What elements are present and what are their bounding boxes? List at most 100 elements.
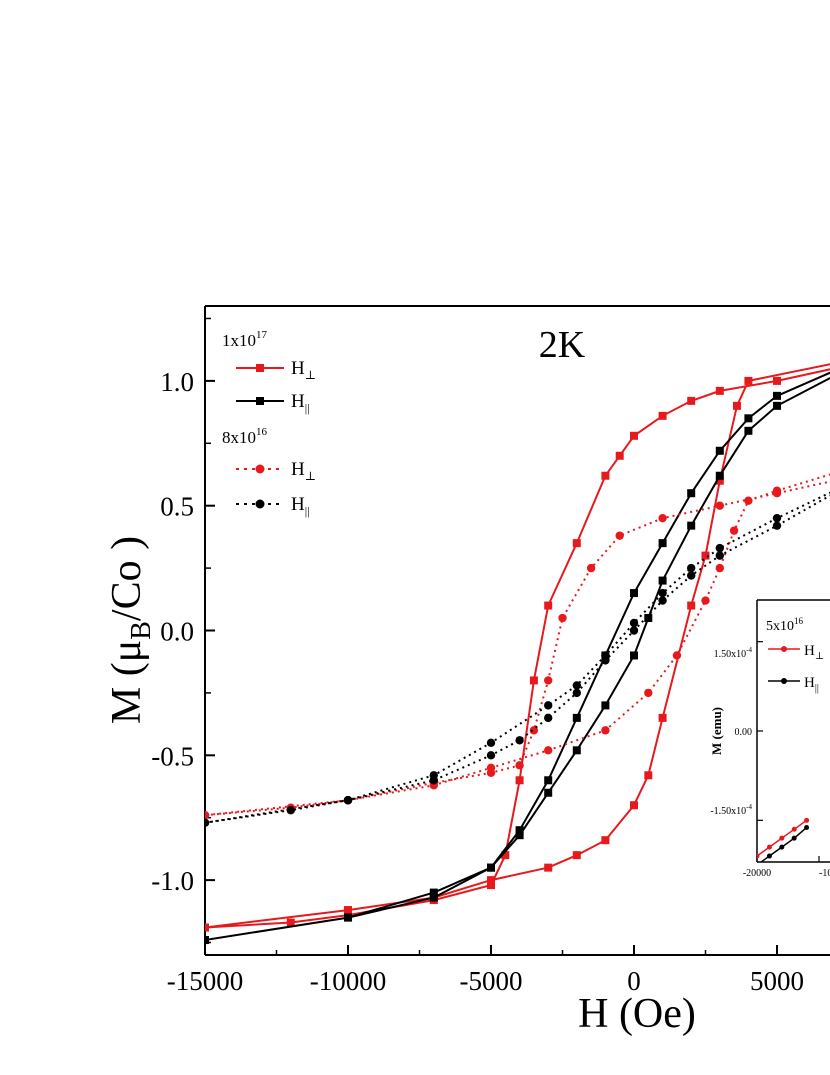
- data-point: [658, 588, 667, 598]
- data-point: [772, 486, 782, 495]
- inset-series-1: [757, 817, 810, 859]
- legend-label-1-h: H: [291, 358, 305, 379]
- data-point: [544, 788, 553, 797]
- data-point: [658, 539, 667, 548]
- inset-legend-label-2-h: H: [804, 675, 815, 691]
- data-point: [687, 563, 696, 573]
- y-tick-label: -1.0: [151, 866, 194, 896]
- inset-data-point: [791, 826, 797, 832]
- data-point: [429, 771, 438, 780]
- data-point: [205, 818, 210, 827]
- data-point: [658, 411, 667, 420]
- data-point: [544, 746, 553, 755]
- data-point: [644, 688, 653, 698]
- data-point: [487, 876, 495, 885]
- inset-data-point: [804, 824, 810, 830]
- inset-ytick-top-base: 1.50x10: [714, 649, 747, 660]
- series-line: [205, 473, 830, 817]
- data-point: [572, 713, 581, 722]
- inset-ytick-bot-exp: -4: [746, 803, 752, 811]
- legend-marker-3: [255, 464, 265, 474]
- data-point: [615, 531, 624, 540]
- data-point: [529, 726, 539, 735]
- inset-plot: 5x1016 H⊥ H|| M (emu) 1.50x10-4 0.00 -1.…: [709, 599, 830, 879]
- data-point: [687, 601, 696, 610]
- data-point: [644, 614, 653, 623]
- data-point: [544, 601, 553, 610]
- data-point: [715, 446, 724, 455]
- legend-label-4-sub: ||: [305, 504, 310, 518]
- series-3: [205, 473, 830, 820]
- data-point: [515, 826, 524, 835]
- legend-group-1: 1x1017: [222, 329, 268, 350]
- series-2: [205, 371, 830, 945]
- data-point: [572, 746, 581, 755]
- data-point: [773, 391, 781, 400]
- y-axis-label-prefix: M (μ: [104, 640, 150, 724]
- series-line: [205, 371, 830, 941]
- data-point: [601, 836, 610, 845]
- y-axis-label-suffix: /Co ): [104, 536, 150, 621]
- x-tick-label: 5000: [750, 966, 804, 996]
- legend-marker-1: [256, 364, 264, 372]
- y-tick-label: 0.5: [160, 492, 194, 522]
- inset-ytick-label-mid: 0.00: [735, 727, 753, 738]
- legend-marker-2: [256, 397, 264, 405]
- data-point: [715, 543, 724, 553]
- data-point: [205, 936, 209, 945]
- data-point: [544, 776, 553, 785]
- inset-data-point: [804, 817, 810, 823]
- legend-label-3: H⊥: [291, 459, 316, 483]
- inset-series-group: [755, 817, 810, 867]
- data-point: [544, 701, 553, 710]
- inset-data-point: [755, 862, 760, 867]
- inset-data-point: [779, 835, 785, 841]
- legend-label-3-h: H: [291, 459, 305, 480]
- legend-group-2-base: 8x10: [222, 428, 256, 447]
- data-point: [772, 521, 782, 530]
- data-point: [772, 513, 782, 523]
- series-4: [205, 491, 830, 827]
- x-tick-label: -5000: [460, 966, 523, 996]
- data-point: [744, 414, 753, 423]
- data-point: [744, 496, 753, 505]
- data-point: [658, 576, 667, 585]
- data-point: [486, 763, 496, 772]
- data-point: [701, 596, 710, 605]
- data-point: [515, 776, 524, 785]
- legend-label-2: H||: [291, 391, 310, 415]
- data-point: [429, 893, 438, 902]
- data-point: [715, 386, 724, 395]
- data-point: [715, 471, 724, 480]
- chart-title: 2K: [539, 324, 586, 366]
- data-point: [715, 551, 724, 560]
- data-point: [344, 913, 352, 922]
- inset-legend-label-2-sub: ||: [815, 683, 819, 694]
- data-point: [644, 771, 653, 780]
- inset-legend-group-exp: 16: [794, 616, 804, 626]
- x-tick-label: -15000: [167, 966, 244, 996]
- legend-label-1-sub: ⊥: [305, 368, 316, 382]
- data-point: [343, 796, 353, 805]
- inset-data-point: [757, 853, 760, 859]
- data-point: [501, 851, 510, 860]
- data-point: [487, 863, 495, 872]
- data-point: [544, 713, 553, 723]
- data-point: [658, 513, 667, 523]
- data-point: [515, 831, 524, 840]
- x-tick-label: -10000: [310, 966, 387, 996]
- inset-data-point: [779, 844, 785, 850]
- inset-data-point: [791, 835, 797, 841]
- data-point: [515, 761, 524, 770]
- data-point: [572, 539, 581, 548]
- x-axis-label: H (Oe): [578, 991, 696, 1037]
- data-point: [715, 501, 724, 510]
- legend-label-2-h: H: [291, 391, 305, 412]
- data-point: [744, 426, 753, 435]
- legend-group-2-exp: 16: [256, 426, 268, 438]
- data-point: [486, 751, 496, 760]
- inset-xtick-label-2: -10: [819, 868, 830, 879]
- data-point: [732, 401, 741, 410]
- data-point: [429, 888, 438, 897]
